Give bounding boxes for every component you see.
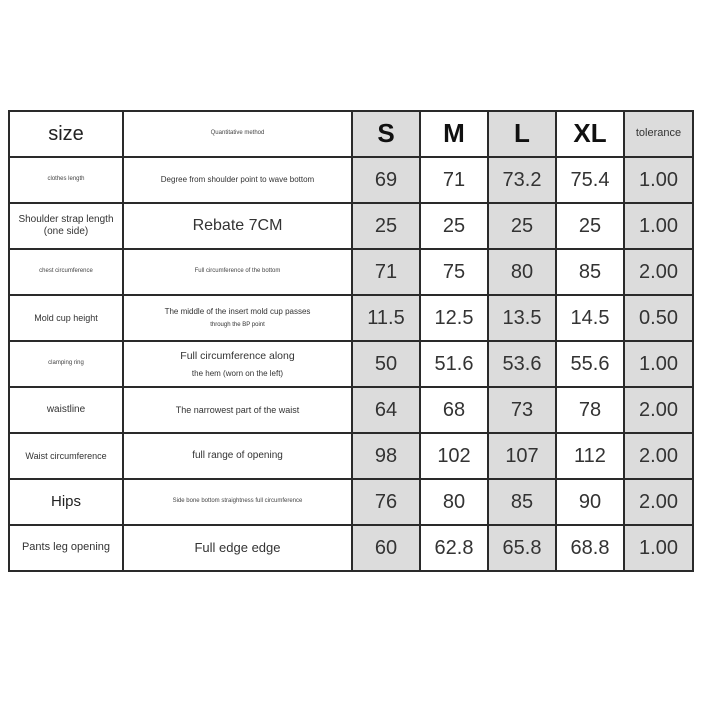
measurement-method: The middle of the insert mold cup passes… bbox=[122, 294, 353, 342]
size-value-s: 98 bbox=[351, 432, 421, 480]
table-row: Mold cup height The middle of the insert … bbox=[8, 294, 694, 342]
tolerance-value: 1.00 bbox=[623, 156, 694, 204]
table-row: clamping ring Full circumference along the… bbox=[8, 340, 694, 388]
size-value-s: 71 bbox=[351, 248, 421, 296]
size-value-xl: 90 bbox=[555, 478, 625, 526]
tolerance-value: 1.00 bbox=[623, 202, 694, 250]
size-value-xl: 78 bbox=[555, 386, 625, 434]
table-row: Pants leg opening Full edge edge 60 62.8 65.… bbox=[8, 524, 694, 572]
header-row: size Quantitative method S M L XL tolera… bbox=[8, 110, 694, 158]
size-value-xl: 25 bbox=[555, 202, 625, 250]
table-row: clothes length Degree from shoulder point… bbox=[8, 156, 694, 204]
size-value-m: 25 bbox=[419, 202, 489, 250]
size-value-s: 64 bbox=[351, 386, 421, 434]
size-value-s: 60 bbox=[351, 524, 421, 572]
size-value-m: 51.6 bbox=[419, 340, 489, 388]
measurement-method: Full circumference of the bottom bbox=[122, 248, 353, 296]
size-value-l: 73.2 bbox=[487, 156, 557, 204]
tolerance-header: tolerance bbox=[623, 110, 694, 158]
tolerance-value: 2.00 bbox=[623, 478, 694, 526]
size-value-xl: 85 bbox=[555, 248, 625, 296]
size-value-xl: 112 bbox=[555, 432, 625, 480]
size-value-m: 68 bbox=[419, 386, 489, 434]
measurement-name: Pants leg opening bbox=[8, 524, 124, 572]
size-value-xl: 68.8 bbox=[555, 524, 625, 572]
tolerance-value: 2.00 bbox=[623, 248, 694, 296]
size-value-xl: 75.4 bbox=[555, 156, 625, 204]
measurement-name: clothes length bbox=[8, 156, 124, 204]
method-text: Degree from shoulder point to wave botto… bbox=[160, 175, 315, 185]
measurement-method: The narrowest part of the waist bbox=[122, 386, 353, 434]
method-header: Quantitative method bbox=[122, 110, 353, 158]
size-s-header: S bbox=[351, 110, 421, 158]
measurement-name: waistline bbox=[8, 386, 124, 434]
size-value-s: 69 bbox=[351, 156, 421, 204]
size-header: size bbox=[8, 110, 124, 158]
method-text: Side bone bottom straightness full circu… bbox=[172, 498, 303, 505]
table-row: Hips Side bone bottom straightness full c… bbox=[8, 478, 694, 526]
measurement-method: Degree from shoulder point to wave botto… bbox=[122, 156, 353, 204]
size-value-m: 75 bbox=[419, 248, 489, 296]
measurement-name: clamping ring bbox=[8, 340, 124, 388]
size-value-s: 50 bbox=[351, 340, 421, 388]
method-text: The middle of the insert mold cup passes bbox=[164, 306, 311, 316]
method-text: Full edge edge bbox=[194, 540, 281, 556]
measurement-method: full range of opening bbox=[122, 432, 353, 480]
tolerance-value: 1.00 bbox=[623, 524, 694, 572]
size-m-header: M bbox=[419, 110, 489, 158]
size-value-l: 53.6 bbox=[487, 340, 557, 388]
method-text: full range of opening bbox=[192, 450, 283, 461]
size-value-l: 73 bbox=[487, 386, 557, 434]
size-value-xl: 55.6 bbox=[555, 340, 625, 388]
measurement-method: Full edge edge bbox=[122, 524, 353, 572]
tolerance-value: 2.00 bbox=[623, 386, 694, 434]
measurement-method: Side bone bottom straightness full circu… bbox=[122, 478, 353, 526]
method-text-line2: the hem (worn on the left) bbox=[191, 368, 284, 378]
table-row: waistline The narrowest part of the waist… bbox=[8, 386, 694, 434]
measurement-method: Full circumference along the hem (worn on… bbox=[122, 340, 353, 388]
size-value-m: 62.8 bbox=[419, 524, 489, 572]
measurement-name: Shoulder strap length (one side) bbox=[8, 202, 124, 250]
size-value-m: 102 bbox=[419, 432, 489, 480]
tolerance-value: 2.00 bbox=[623, 432, 694, 480]
measurement-name: Hips bbox=[8, 478, 124, 526]
method-text: Full circumference along bbox=[180, 349, 295, 362]
size-value-s: 25 bbox=[351, 202, 421, 250]
table-row: Waist circumference full range of opening… bbox=[8, 432, 694, 480]
measurement-name: Waist circumference bbox=[8, 432, 124, 480]
size-value-m: 71 bbox=[419, 156, 489, 204]
size-value-l: 80 bbox=[487, 248, 557, 296]
size-value-s: 76 bbox=[351, 478, 421, 526]
size-value-xl: 14.5 bbox=[555, 294, 625, 342]
measurement-name: chest circumference bbox=[8, 248, 124, 296]
size-value-m: 80 bbox=[419, 478, 489, 526]
measurement-method: Rebate 7CM bbox=[122, 202, 353, 250]
size-xl-header: XL bbox=[555, 110, 625, 158]
size-chart-table: size Quantitative method S M L XL tolera… bbox=[8, 110, 694, 572]
size-value-s: 11.5 bbox=[351, 294, 421, 342]
method-text-line2: through the BP point bbox=[210, 322, 265, 329]
tolerance-value: 0.50 bbox=[623, 294, 694, 342]
table-row: chest circumference Full circumference of… bbox=[8, 248, 694, 296]
method-text: Rebate 7CM bbox=[192, 217, 283, 235]
size-l-header: L bbox=[487, 110, 557, 158]
size-value-l: 13.5 bbox=[487, 294, 557, 342]
method-text: The narrowest part of the waist bbox=[175, 404, 300, 415]
size-value-l: 107 bbox=[487, 432, 557, 480]
size-value-m: 12.5 bbox=[419, 294, 489, 342]
method-text: Full circumference of the bottom bbox=[194, 268, 281, 275]
size-value-l: 65.8 bbox=[487, 524, 557, 572]
size-value-l: 85 bbox=[487, 478, 557, 526]
size-value-l: 25 bbox=[487, 202, 557, 250]
tolerance-value: 1.00 bbox=[623, 340, 694, 388]
measurement-name: Mold cup height bbox=[8, 294, 124, 342]
table-row: Shoulder strap length (one side) Rebate 7… bbox=[8, 202, 694, 250]
